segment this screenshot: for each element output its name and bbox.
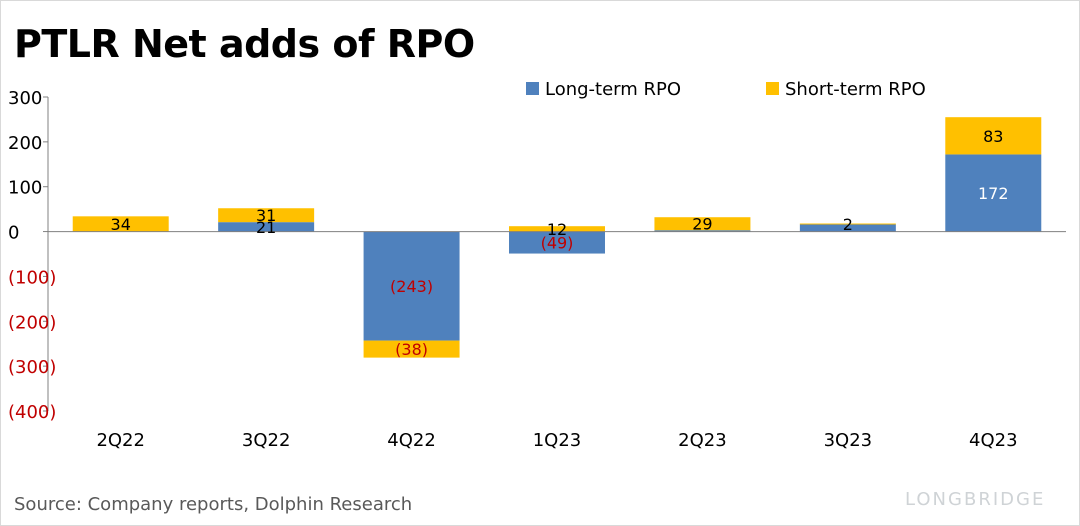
data-label: 83	[983, 127, 1003, 146]
y-tick-label: (100)	[8, 267, 56, 288]
y-tick-label: (300)	[8, 357, 56, 378]
x-tick-label: 4Q22	[387, 430, 436, 451]
bar-short-term-3Q22	[218, 208, 315, 223]
bar-long-term-4Q23	[945, 154, 1042, 232]
data-label: 12	[547, 220, 567, 239]
x-tick-label: 4Q23	[969, 430, 1018, 451]
bar-short-term-2Q22	[72, 216, 169, 232]
bar-short-term-4Q23	[945, 117, 1042, 155]
bar-short-term-2Q23	[654, 217, 751, 231]
data-label: 31	[256, 206, 276, 225]
y-axis: 300 200 100 0 (100) (200) (300) (400)	[8, 88, 56, 423]
legend-label: Long-term RPO	[545, 79, 681, 100]
bars	[48, 117, 1066, 358]
bar-long-term-3Q22	[218, 222, 315, 232]
y-tick-label: 100	[8, 178, 42, 199]
data-label: 34	[111, 215, 131, 234]
bar-long-term-4Q22	[363, 231, 460, 341]
bar-long-term-2Q23	[654, 230, 751, 232]
legend-label: Short-term RPO	[785, 79, 926, 100]
legend-swatch	[766, 82, 779, 95]
x-axis-labels: 2Q22 3Q22 4Q22 1Q23 2Q23 3Q23 4Q23	[96, 430, 1017, 451]
bar-long-term-3Q23	[799, 224, 896, 232]
data-label: 172	[978, 184, 1009, 203]
y-tick-label: 200	[8, 133, 42, 154]
bar-short-term-3Q23	[799, 223, 896, 225]
bar-long-term-1Q23	[509, 231, 605, 254]
data-label: (243)	[390, 277, 433, 296]
x-tick-label: 3Q23	[824, 430, 873, 451]
y-tick-label: 300	[8, 88, 42, 109]
chart-title: PTLR Net adds of RPO	[14, 22, 475, 66]
x-tick-label: 1Q23	[533, 430, 582, 451]
legend-swatch	[526, 82, 539, 95]
data-label: 29	[692, 215, 712, 234]
y-tick-label: (400)	[8, 402, 56, 423]
source-note: Source: Company reports, Dolphin Researc…	[14, 494, 413, 515]
data-label: 21	[256, 218, 276, 237]
watermark-brand: LONGBRIDGE	[905, 489, 1046, 510]
data-label: (49)	[541, 234, 574, 253]
x-tick-label: 3Q22	[242, 430, 291, 451]
bar-short-term-4Q22	[363, 340, 460, 358]
data-label: (38)	[395, 340, 428, 359]
x-tick-label: 2Q22	[96, 430, 145, 451]
y-tick-label: (200)	[8, 312, 56, 333]
legend: Long-term RPO Short-term RPO	[526, 79, 926, 100]
y-tick-label: 0	[8, 223, 19, 244]
x-tick-label: 2Q23	[678, 430, 727, 451]
bar-short-term-1Q23	[509, 226, 605, 232]
data-label: 2	[843, 215, 853, 234]
